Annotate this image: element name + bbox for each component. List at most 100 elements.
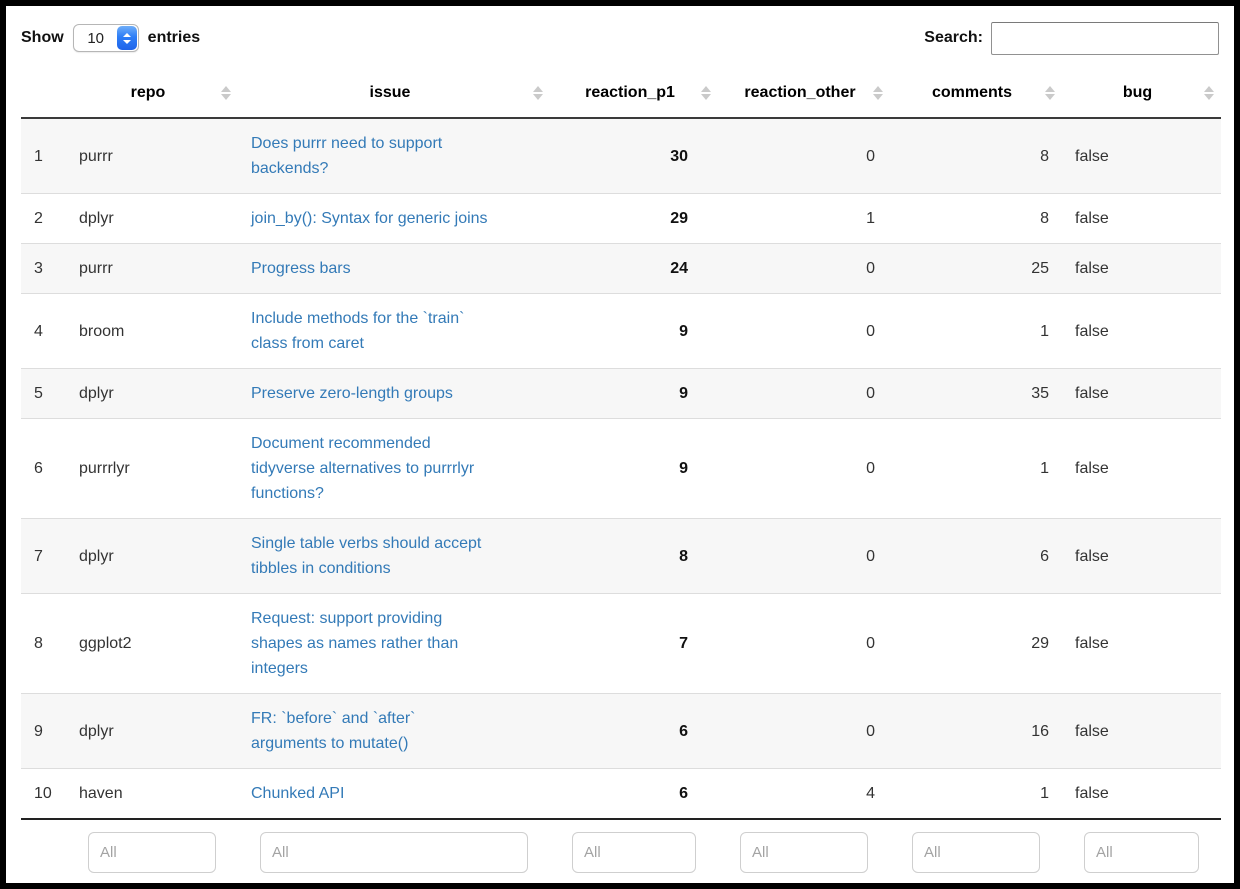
issue-link[interactable]: Progress bars	[251, 260, 351, 277]
row-number: 8	[21, 593, 66, 694]
row-number: 9	[21, 693, 66, 769]
table-row: 4 broom Include methods for the `train` cl…	[21, 293, 1221, 369]
filter-input-repo[interactable]	[88, 832, 216, 873]
table-row: 1 purrr Does purrr need to support backend…	[21, 118, 1221, 194]
reaction-other-cell: 0	[718, 593, 890, 694]
header-rownum	[21, 69, 66, 119]
table-row: 10 haven Chunked API 6 4 1 false	[21, 768, 1221, 820]
issue-cell: FR: `before` and `after` arguments to mu…	[238, 693, 550, 769]
filter-input-comments[interactable]	[912, 832, 1040, 873]
issue-link[interactable]: Request: support providing shapes as nam…	[251, 610, 459, 677]
issue-link[interactable]: Include methods for the `train` class fr…	[251, 310, 465, 352]
reaction-other-cell: 0	[718, 518, 890, 594]
header-comments[interactable]: comments	[890, 69, 1062, 119]
reaction-p1-cell: 6	[550, 768, 718, 820]
filter-rownum-empty	[21, 819, 66, 883]
sort-icon	[221, 86, 231, 100]
row-number: 1	[34, 147, 43, 165]
comments-cell: 8	[890, 193, 1062, 244]
table-row: 7 dplyr Single table verbs should accept t…	[21, 518, 1221, 594]
repo-cell: dplyr	[66, 518, 238, 594]
table-row: 2 dplyr join_by(): Syntax for generic join…	[21, 193, 1221, 244]
row-number: 3	[21, 243, 66, 294]
issue-cell: Document recommended tidyverse alternati…	[238, 418, 550, 519]
issue-link[interactable]: Chunked API	[251, 785, 345, 802]
table-row: 5 dplyr Preserve zero-length groups 9 0 35 fal…	[21, 368, 1221, 419]
sort-icon	[1204, 86, 1214, 100]
reaction-p1-cell: 9	[550, 368, 718, 419]
issue-link[interactable]: Single table verbs should accept tibbles…	[251, 535, 482, 577]
comments-cell: 1	[890, 293, 1062, 369]
comments-cell: 35	[890, 368, 1062, 419]
reaction-other-cell: 0	[718, 368, 890, 419]
issues-table: repo issue reaction_p1 reaction_other co…	[21, 69, 1221, 883]
issue-cell: Progress bars	[238, 243, 550, 294]
comments-cell: 6	[890, 518, 1062, 594]
show-label: Show	[21, 29, 64, 46]
comments-cell: 1	[890, 418, 1062, 519]
reaction-p1-cell: 30	[670, 147, 688, 165]
table-controls: Show 10 entries Search:	[21, 20, 1219, 56]
header-reaction-p1[interactable]: reaction_p1	[550, 69, 718, 119]
header-repo[interactable]: repo	[66, 69, 238, 119]
issue-link[interactable]: Document recommended tidyverse alternati…	[251, 435, 475, 502]
search-label: Search:	[924, 29, 983, 46]
issue-cell: Does purrr need to support backends?	[238, 118, 550, 194]
issue-cell: Include methods for the `train` class fr…	[238, 293, 550, 369]
table-header: repo issue reaction_p1 reaction_other co…	[21, 69, 1221, 119]
search-input[interactable]	[991, 21, 1219, 55]
filter-input-reaction-other[interactable]	[740, 832, 868, 873]
filter-input-issue[interactable]	[260, 832, 528, 873]
filter-input-bug[interactable]	[1084, 832, 1199, 873]
reaction-other-cell: 4	[718, 768, 890, 820]
issue-cell: Single table verbs should accept tibbles…	[238, 518, 550, 594]
table-row: 3 purrr Progress bars 24 0 25 false	[21, 243, 1221, 294]
reaction-p1-cell: 8	[550, 518, 718, 594]
header-bug[interactable]: bug	[1062, 69, 1221, 119]
page-length-value: 10	[87, 29, 105, 47]
entries-label: entries	[147, 29, 201, 46]
table-footer	[21, 819, 1221, 883]
reaction-p1-cell: 29	[550, 193, 718, 244]
reaction-other-cell: 1	[718, 193, 890, 244]
page-length-select[interactable]: 10	[72, 24, 139, 52]
reaction-p1-cell: 7	[550, 593, 718, 694]
table-row: 9 dplyr FR: `before` and `after` arguments…	[21, 693, 1221, 769]
repo-cell: broom	[66, 293, 238, 369]
issue-cell: Chunked API	[238, 768, 550, 820]
bug-cell: false	[1062, 518, 1221, 594]
reaction-other-cell: 0	[718, 693, 890, 769]
repo-cell: dplyr	[66, 193, 238, 244]
filter-input-reaction-p1[interactable]	[572, 832, 696, 873]
bug-cell: false	[1062, 243, 1221, 294]
sort-icon	[533, 86, 543, 100]
issue-link[interactable]: join_by(): Syntax for generic joins	[251, 210, 488, 227]
issue-cell: Request: support providing shapes as nam…	[238, 593, 550, 694]
issue-link[interactable]: Preserve zero-length groups	[251, 385, 453, 402]
row-number: 10	[21, 768, 66, 820]
header-reaction-other[interactable]: reaction_other	[718, 69, 890, 119]
repo-cell: haven	[66, 768, 238, 820]
reaction-p1-cell: 24	[550, 243, 718, 294]
repo-cell: ggplot2	[66, 593, 238, 694]
issue-link[interactable]: Does purrr need to support backends?	[251, 135, 443, 177]
issue-link[interactable]: FR: `before` and `after` arguments to mu…	[251, 710, 416, 752]
bug-cell: false	[1062, 768, 1221, 820]
reaction-p1-cell: 6	[550, 693, 718, 769]
bug-cell: false	[1062, 193, 1221, 244]
page-length-control: Show 10 entries	[21, 24, 200, 52]
table-row: 8 ggplot2 Request: support providing shape…	[21, 593, 1221, 694]
row-number: 2	[21, 193, 66, 244]
row-number: 7	[21, 518, 66, 594]
row-number: 4	[21, 293, 66, 369]
repo-cell: dplyr	[66, 693, 238, 769]
comments-cell: 29	[890, 593, 1062, 694]
issue-cell: Preserve zero-length groups	[238, 368, 550, 419]
header-issue[interactable]: issue	[238, 69, 550, 119]
reaction-other-cell: 0	[718, 243, 890, 294]
datatable-widget: Show 10 entries Search: repo issue reac	[6, 6, 1234, 883]
repo-cell: purrr	[66, 243, 238, 294]
comments-cell: 8	[1040, 147, 1049, 165]
bug-cell: false	[1075, 147, 1109, 165]
search-control: Search:	[924, 21, 1219, 55]
